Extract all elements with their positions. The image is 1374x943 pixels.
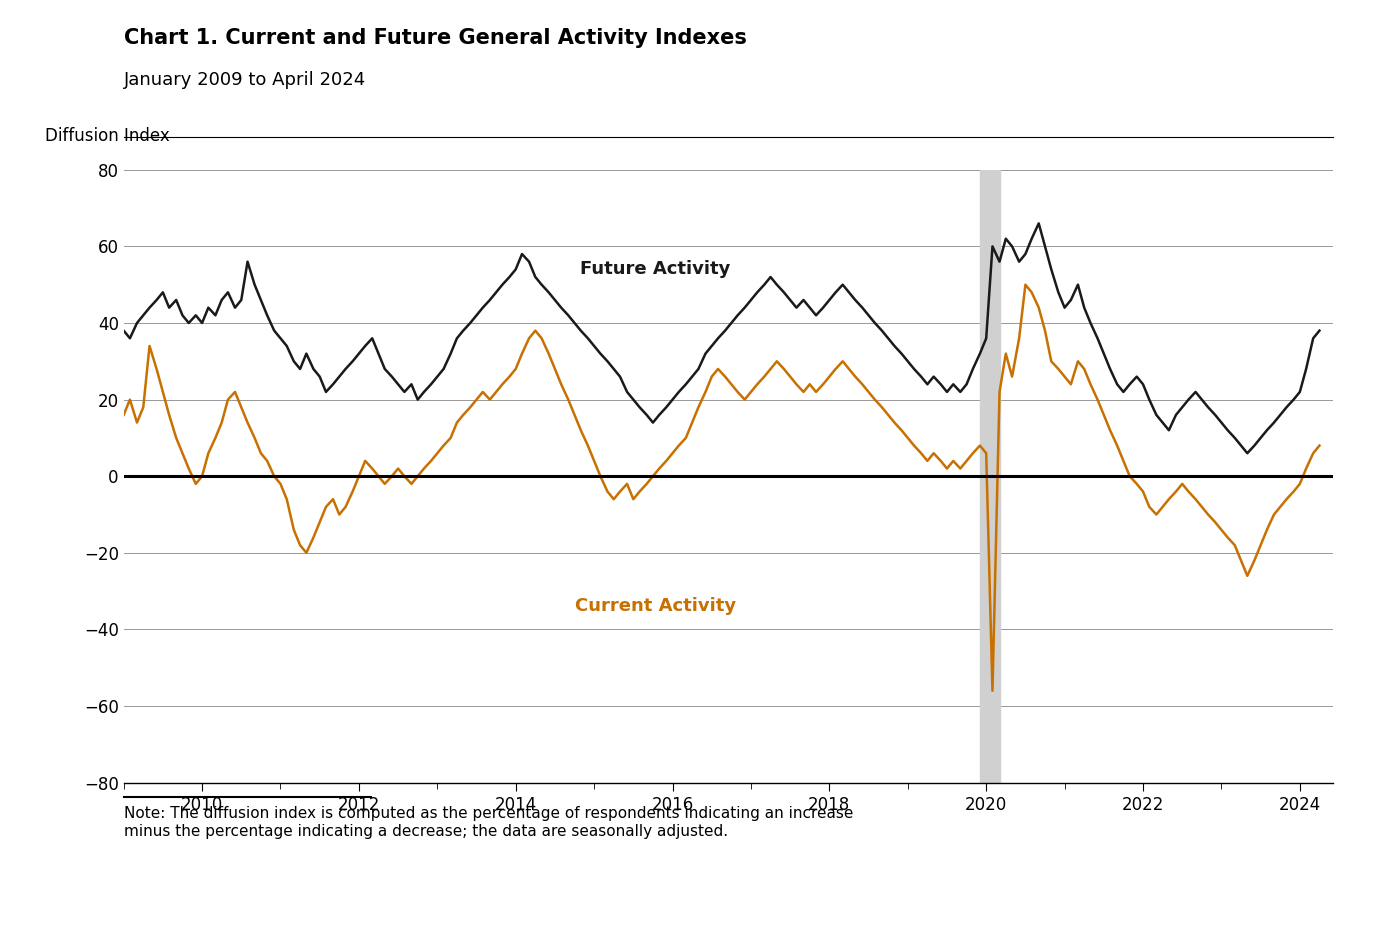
- Text: Chart 1. Current and Future General Activity Indexes: Chart 1. Current and Future General Acti…: [124, 28, 746, 48]
- Text: Future Activity: Future Activity: [580, 260, 731, 278]
- Text: Current Activity: Current Activity: [576, 597, 736, 615]
- Text: Diffusion Index: Diffusion Index: [45, 127, 170, 145]
- Bar: [980, 170, 999, 783]
- Text: January 2009 to April 2024: January 2009 to April 2024: [124, 71, 365, 89]
- Text: Note: The diffusion index is computed as the percentage of respondents indicatin: Note: The diffusion index is computed as…: [124, 806, 853, 838]
